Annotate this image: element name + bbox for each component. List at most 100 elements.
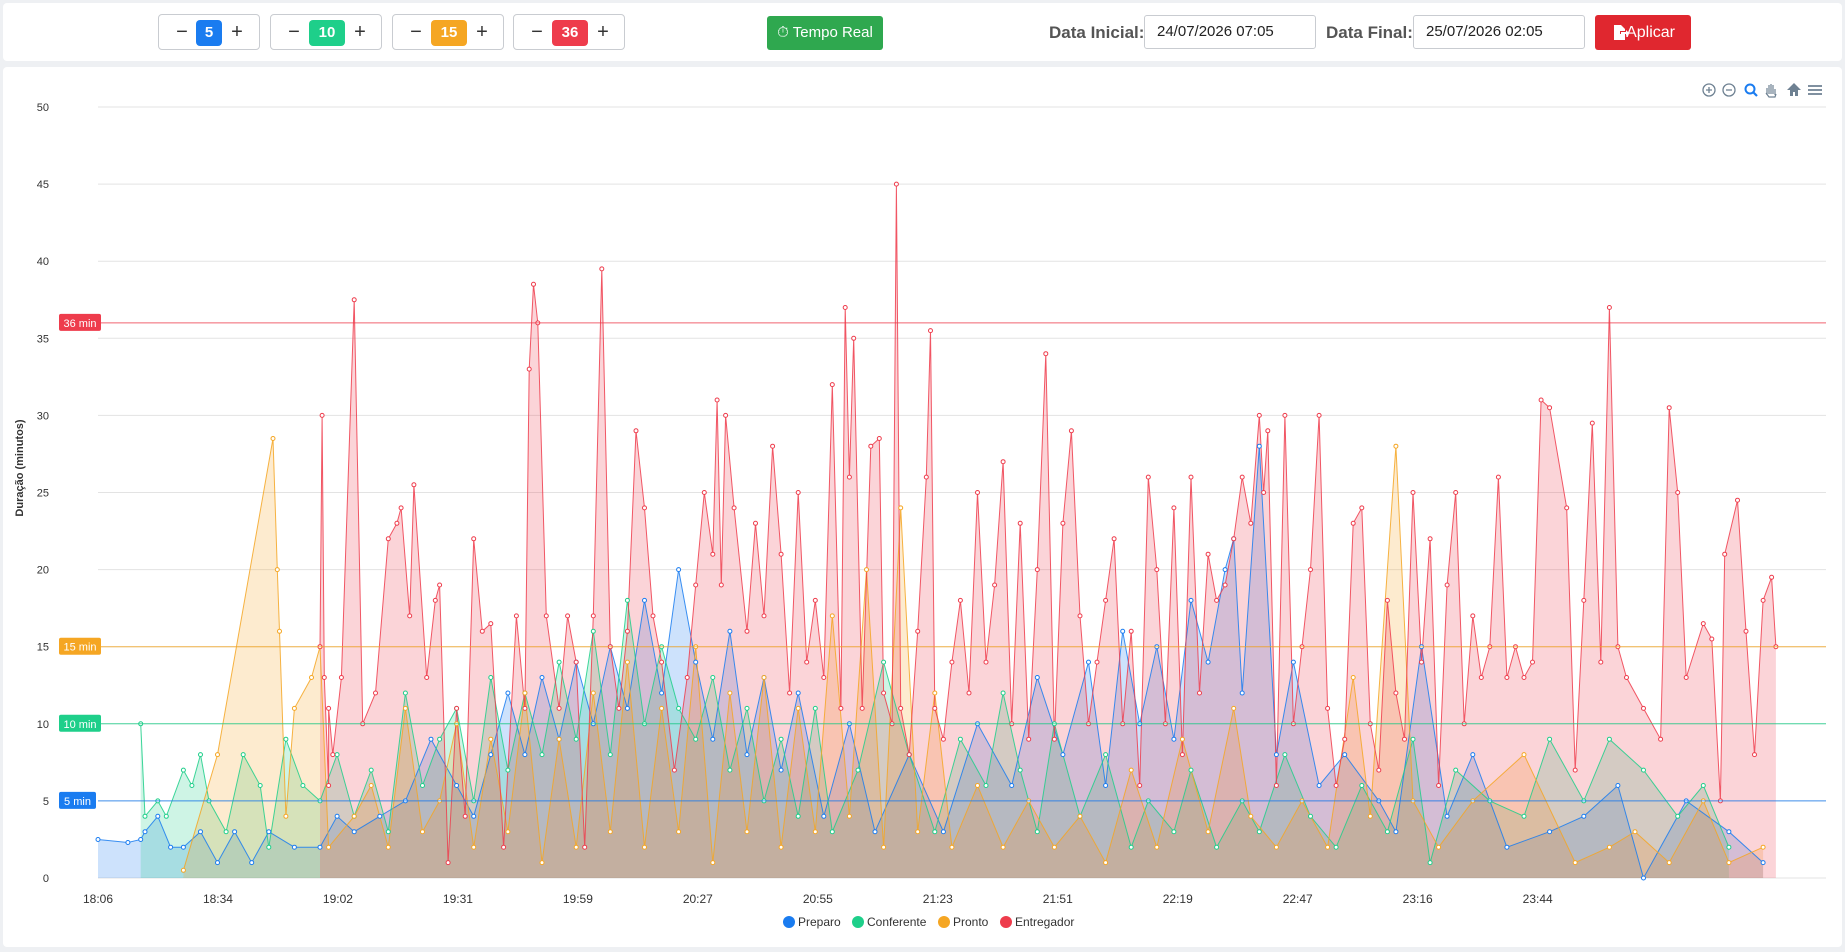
point-entregador	[992, 582, 998, 588]
point-entregador	[1248, 520, 1254, 526]
point-entregador	[338, 675, 344, 680]
point-conferente	[1547, 736, 1553, 742]
selection-zoom-icon[interactable]	[1744, 83, 1758, 97]
point-entregador	[1273, 783, 1279, 788]
point-entregador	[1641, 705, 1646, 711]
decrement-button[interactable]: −	[410, 21, 422, 43]
point-pronto	[710, 860, 716, 866]
legend-item[interactable]: Entregador	[1015, 915, 1074, 929]
end-date-input[interactable]: 25/07/2026 02:05	[1413, 15, 1585, 49]
decrement-button[interactable]: −	[288, 21, 300, 43]
point-pronto	[1205, 829, 1211, 835]
point-pronto	[522, 690, 528, 696]
point-pronto	[309, 675, 314, 680]
point-conferente	[932, 829, 938, 835]
threshold-value-entregador[interactable]: 36	[552, 20, 588, 46]
point-pronto	[624, 659, 630, 665]
threshold-value-conferente[interactable]: 10	[309, 20, 345, 46]
point-preparo	[872, 829, 878, 835]
threshold-value-preparo[interactable]: 5	[196, 20, 222, 46]
y-axis-label: Duração (minutos)	[14, 419, 26, 517]
point-entregador	[1333, 783, 1339, 788]
decrement-button[interactable]: −	[531, 21, 543, 43]
point-pronto	[1077, 813, 1083, 819]
start-date-input[interactable]: 24/07/2026 07:05	[1144, 15, 1316, 49]
point-conferente	[189, 783, 195, 788]
increment-button[interactable]: +	[597, 21, 609, 43]
point-pronto	[898, 505, 904, 511]
point-entregador	[932, 705, 938, 711]
y-axis-ticks: 0 5 10 15 20 25 30 35 40 45 50	[37, 102, 49, 885]
area-preparo	[98, 446, 1764, 878]
point-entregador	[1171, 505, 1177, 511]
point-entregador	[1256, 412, 1262, 418]
chart-panel: 0 5 10 15 20 25 30 35 40 45 50 18:06 18:34 19:02 19:3…	[3, 67, 1842, 947]
point-entregador	[1034, 567, 1040, 573]
increment-button[interactable]: +	[476, 21, 488, 43]
legend-item[interactable]: Conferente	[867, 915, 927, 929]
point-entregador	[671, 767, 677, 773]
point-entregador	[1077, 613, 1083, 619]
zoom-in-icon[interactable]	[1702, 83, 1716, 97]
point-entregador	[1478, 675, 1484, 680]
point-preparo	[693, 659, 699, 665]
zoom-out-icon[interactable]	[1722, 83, 1736, 97]
point-entregador	[326, 783, 332, 788]
point-preparo	[317, 844, 323, 850]
point-conferente	[1333, 844, 1339, 850]
point-entregador	[321, 675, 327, 680]
area-entregador	[320, 184, 1776, 879]
point-preparo	[1444, 813, 1450, 819]
decrement-button[interactable]: −	[176, 21, 188, 43]
point-pronto	[642, 844, 647, 850]
point-pronto	[556, 736, 562, 742]
end-date-label: Data Final:	[1326, 23, 1413, 42]
point-pronto	[846, 813, 852, 819]
point-entregador	[1154, 567, 1160, 573]
apply-button[interactable]: Aplicar	[1595, 15, 1691, 50]
point-entregador	[526, 366, 532, 372]
y-tick-label: 30	[37, 410, 49, 422]
point-pronto	[744, 829, 750, 835]
home-reset-icon[interactable]	[1787, 83, 1801, 96]
point-preparo	[1641, 875, 1646, 881]
point-entregador	[1051, 736, 1057, 742]
pan-hand-icon[interactable]	[1765, 84, 1777, 98]
point-entregador	[949, 659, 955, 665]
threshold-badge	[59, 637, 101, 655]
point-entregador	[906, 752, 912, 758]
point-entregador	[1239, 474, 1245, 480]
increment-button[interactable]: +	[354, 21, 366, 43]
point-conferente	[1384, 829, 1390, 835]
x-tick-label: 18:06	[83, 892, 113, 906]
legend-item[interactable]: Preparo	[798, 915, 841, 929]
point-pronto	[274, 567, 280, 573]
point-entregador	[812, 597, 818, 603]
point-pronto	[915, 829, 921, 835]
point-entregador	[385, 536, 391, 542]
point-entregador	[488, 621, 494, 627]
x-tick-label: 20:55	[803, 892, 833, 906]
menu-icon[interactable]	[1808, 85, 1822, 95]
realtime-button[interactable]: ⏱ Tempo Real	[767, 16, 883, 50]
point-conferente	[368, 767, 374, 773]
threshold-value-pronto[interactable]: 15	[431, 20, 467, 46]
legend-item[interactable]: Pronto	[953, 915, 989, 929]
point-conferente	[1103, 752, 1109, 758]
point-entregador	[1197, 690, 1202, 696]
increment-button[interactable]: +	[231, 21, 243, 43]
point-entregador	[616, 705, 622, 711]
point-conferente	[1453, 767, 1459, 773]
point-conferente	[240, 752, 246, 758]
point-entregador	[1436, 783, 1442, 788]
point-entregador	[424, 675, 430, 680]
threshold-badge	[59, 791, 96, 809]
area-conferente	[140, 600, 1729, 878]
x-tick-label: 18:34	[203, 892, 233, 906]
point-preparo	[1222, 567, 1228, 573]
point-entregador	[975, 490, 980, 495]
point-conferente	[727, 767, 733, 773]
point-conferente	[1521, 813, 1527, 819]
point-entregador	[1308, 567, 1313, 573]
point-conferente	[334, 752, 340, 758]
